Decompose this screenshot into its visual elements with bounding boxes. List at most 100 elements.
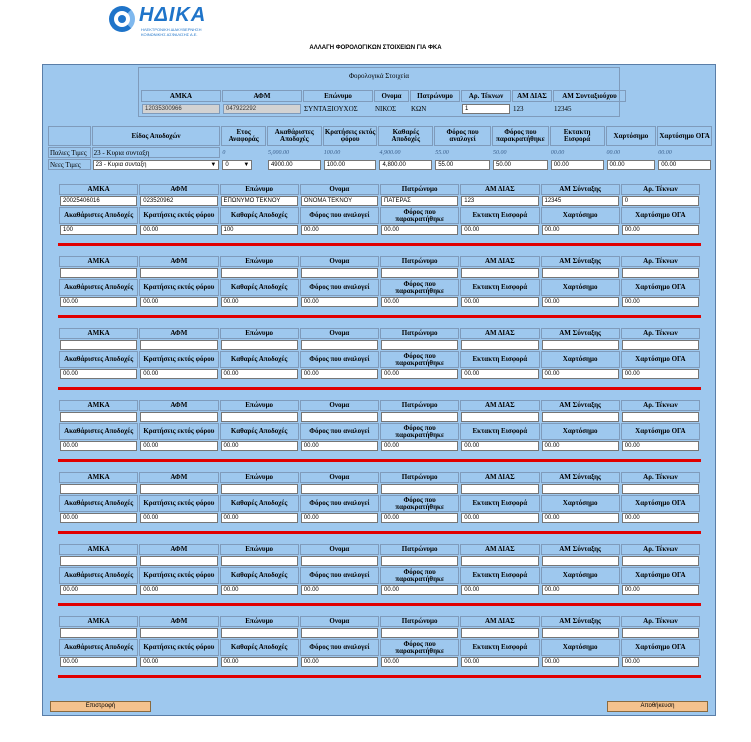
child-amka-input[interactable] <box>60 268 138 278</box>
child-children-input[interactable] <box>621 628 699 638</box>
child-surname-input[interactable] <box>220 268 298 278</box>
child-father-input[interactable] <box>381 556 459 566</box>
child-tax-withheld-input[interactable]: 00.00 <box>381 657 459 667</box>
child-afm-input[interactable] <box>140 340 218 350</box>
child-stamp-input[interactable]: 00.00 <box>541 441 619 451</box>
child-children-input[interactable] <box>621 340 699 350</box>
child-gross-input[interactable]: 100 <box>60 225 138 235</box>
child-stamp-oga-input[interactable]: 00.00 <box>621 297 699 307</box>
child-surname-input[interactable] <box>220 340 298 350</box>
child-tax-withheld-input[interactable]: 00.00 <box>381 441 459 451</box>
child-afm-input[interactable] <box>140 268 218 278</box>
child-tax-withheld-input[interactable]: 00.00 <box>381 225 459 235</box>
child-father-input[interactable] <box>381 412 459 422</box>
new-stamp-input[interactable]: 00.00 <box>606 159 656 170</box>
child-father-input[interactable] <box>381 628 459 638</box>
year-select[interactable]: 0 ▼ <box>222 159 253 170</box>
earnings-type-select[interactable]: 23 - Κυρια συνταξη ▼ <box>92 159 220 170</box>
child-net-input[interactable]: 00.00 <box>220 585 298 595</box>
new-extra-input[interactable]: 00.00 <box>550 159 604 170</box>
new-net-input[interactable]: 4,800.00 <box>379 159 433 170</box>
child-gross-input[interactable]: 00.00 <box>60 657 138 667</box>
child-am-dias-input[interactable]: 123 <box>461 196 539 206</box>
child-name-input[interactable] <box>300 268 378 278</box>
amka-field[interactable]: 12035300966 <box>142 103 220 114</box>
child-tax-withheld-input[interactable]: 00.00 <box>381 369 459 379</box>
child-deductions-input[interactable]: 00.00 <box>140 441 218 451</box>
child-children-input[interactable] <box>621 412 699 422</box>
new-tax-withheld-input[interactable]: 50.00 <box>492 159 548 170</box>
child-stamp-input[interactable]: 00.00 <box>541 297 619 307</box>
child-afm-input[interactable] <box>140 484 218 494</box>
child-children-input[interactable]: 0 <box>621 196 699 206</box>
child-deductions-input[interactable]: 00.00 <box>140 585 218 595</box>
child-deductions-input[interactable]: 00.00 <box>140 513 218 523</box>
child-am-pension-input[interactable]: 12345 <box>541 196 619 206</box>
child-stamp-oga-input[interactable]: 00.00 <box>621 513 699 523</box>
child-extra-input[interactable]: 00.00 <box>461 369 539 379</box>
child-net-input[interactable]: 00.00 <box>220 441 298 451</box>
child-afm-input[interactable] <box>140 412 218 422</box>
child-surname-input[interactable] <box>220 556 298 566</box>
child-deductions-input[interactable]: 00.00 <box>140 657 218 667</box>
child-amka-input[interactable] <box>60 628 138 638</box>
child-children-input[interactable] <box>621 268 699 278</box>
child-am-dias-input[interactable] <box>461 412 539 422</box>
child-am-dias-input[interactable] <box>461 268 539 278</box>
child-name-input[interactable] <box>300 412 378 422</box>
children-input[interactable]: 1 <box>462 103 510 114</box>
child-deductions-input[interactable]: 00.00 <box>140 369 218 379</box>
child-extra-input[interactable]: 00.00 <box>461 585 539 595</box>
child-stamp-input[interactable]: 00.00 <box>541 369 619 379</box>
child-gross-input[interactable]: 00.00 <box>60 441 138 451</box>
child-father-input[interactable]: ΠΑΤΕΡΑΣ <box>381 196 459 206</box>
child-deductions-input[interactable]: 00.00 <box>140 297 218 307</box>
child-father-input[interactable] <box>381 268 459 278</box>
child-extra-input[interactable]: 00.00 <box>461 225 539 235</box>
child-children-input[interactable] <box>621 484 699 494</box>
new-tax-due-input[interactable]: 55.00 <box>435 159 490 170</box>
child-tax-withheld-input[interactable]: 00.00 <box>381 297 459 307</box>
child-afm-input[interactable]: 023520962 <box>140 196 218 206</box>
child-net-input[interactable]: 00.00 <box>220 369 298 379</box>
child-am-dias-input[interactable] <box>461 340 539 350</box>
child-am-pension-input[interactable] <box>541 412 619 422</box>
child-stamp-oga-input[interactable]: 00.00 <box>621 369 699 379</box>
child-tax-due-input[interactable]: 00.00 <box>300 657 378 667</box>
new-gross-input[interactable]: 4900.00 <box>267 159 321 170</box>
child-am-pension-input[interactable] <box>541 484 619 494</box>
child-am-dias-input[interactable] <box>461 628 539 638</box>
child-surname-input[interactable]: ΕΠΩΝΥΜΟ ΤΕΚΝΟΥ <box>220 196 298 206</box>
child-name-input[interactable] <box>300 556 378 566</box>
child-name-input[interactable] <box>300 628 378 638</box>
child-tax-due-input[interactable]: 00.00 <box>300 441 378 451</box>
child-net-input[interactable]: 00.00 <box>220 297 298 307</box>
child-gross-input[interactable]: 00.00 <box>60 297 138 307</box>
child-stamp-oga-input[interactable]: 00.00 <box>621 657 699 667</box>
child-amka-input[interactable] <box>60 556 138 566</box>
child-am-pension-input[interactable] <box>541 556 619 566</box>
child-am-dias-input[interactable] <box>461 556 539 566</box>
child-tax-due-input[interactable]: 00.00 <box>300 297 378 307</box>
child-father-input[interactable] <box>381 484 459 494</box>
save-button[interactable]: Αποθήκευση <box>607 701 708 712</box>
child-name-input[interactable] <box>300 484 378 494</box>
child-surname-input[interactable] <box>220 484 298 494</box>
child-surname-input[interactable] <box>220 628 298 638</box>
child-extra-input[interactable]: 00.00 <box>461 513 539 523</box>
child-gross-input[interactable]: 00.00 <box>60 369 138 379</box>
child-net-input[interactable]: 00.00 <box>220 513 298 523</box>
child-am-pension-input[interactable] <box>541 340 619 350</box>
child-tax-due-input[interactable]: 00.00 <box>300 513 378 523</box>
child-net-input[interactable]: 00.00 <box>220 657 298 667</box>
child-tax-due-input[interactable]: 00.00 <box>300 369 378 379</box>
afm-field[interactable]: 047922292 <box>223 103 301 114</box>
child-children-input[interactable] <box>621 556 699 566</box>
child-stamp-oga-input[interactable]: 00.00 <box>621 585 699 595</box>
child-stamp-oga-input[interactable]: 00.00 <box>621 441 699 451</box>
child-father-input[interactable] <box>381 340 459 350</box>
child-extra-input[interactable]: 00.00 <box>461 441 539 451</box>
child-surname-input[interactable] <box>220 412 298 422</box>
child-am-pension-input[interactable] <box>541 268 619 278</box>
new-deductions-input[interactable]: 100.00 <box>323 159 377 170</box>
